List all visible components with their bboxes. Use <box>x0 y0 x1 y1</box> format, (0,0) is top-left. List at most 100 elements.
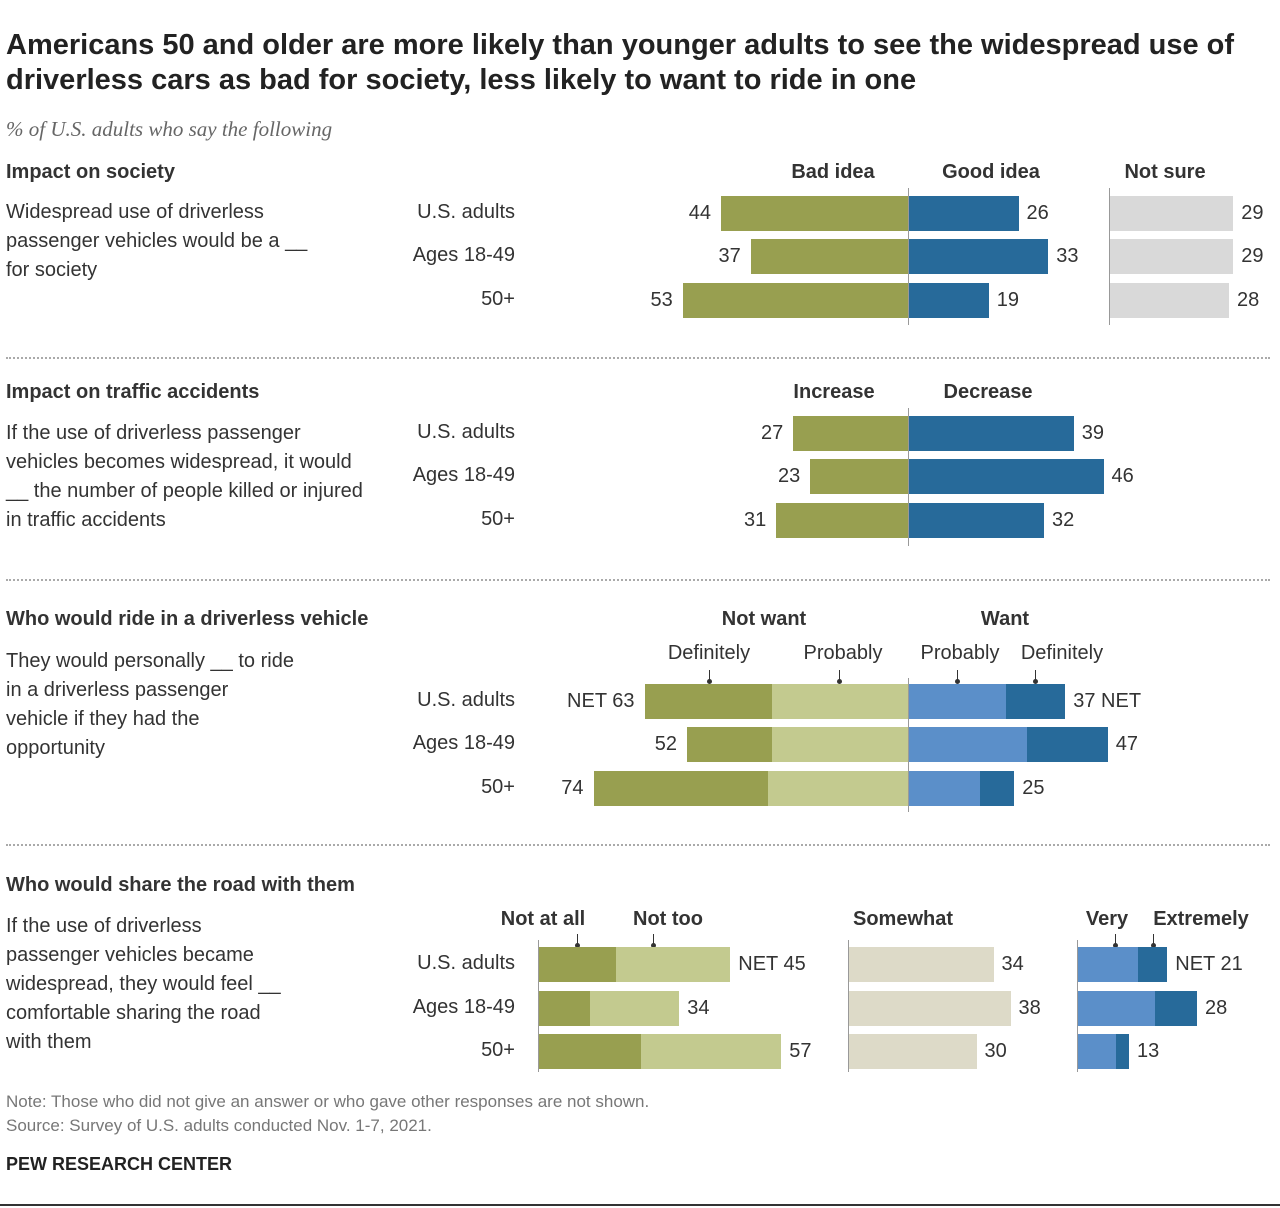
bad-idea-bar <box>721 196 908 231</box>
not-sure-value-label: 29 <box>1241 245 1264 267</box>
pointer-tick <box>955 670 960 684</box>
row-label: U.S. adults <box>417 689 515 711</box>
header-decrease: Decrease <box>943 381 1033 403</box>
comfortable-bar <box>1078 991 1155 1026</box>
want-value-label: 47 <box>1115 733 1138 755</box>
not-want-value-label: NET 63 <box>567 690 635 712</box>
row-label: U.S. adults <box>417 421 515 443</box>
increase-value-label: 31 <box>744 509 767 531</box>
panel-heading-society: Impact on society <box>6 161 175 183</box>
row-label: U.S. adults <box>417 201 515 223</box>
not-comfortable-bar <box>615 947 731 982</box>
bad-idea-bar <box>750 239 908 274</box>
row-label: Ages 18-49 <box>412 732 515 754</box>
decrease-value-label: 32 <box>1052 509 1075 531</box>
brand-logo: PEW RESEARCH CENTER <box>6 1154 233 1174</box>
good-idea-bar <box>908 239 1049 274</box>
want-value-label: 37 NET <box>1073 690 1142 712</box>
not-comfortable-bar <box>641 1034 782 1069</box>
want-bar <box>1005 684 1066 719</box>
not-want-bar <box>593 771 768 806</box>
axis-line <box>908 188 909 325</box>
pointer-tick <box>1151 934 1156 948</box>
not-want-bar <box>687 727 772 762</box>
axis-line <box>538 940 539 1072</box>
comfortable-bar <box>1116 1034 1129 1069</box>
row-label: 50+ <box>481 1039 515 1061</box>
not-want-bar <box>772 684 908 719</box>
want-bar <box>908 727 1027 762</box>
comfortable-value-label: NET 21 <box>1175 953 1243 975</box>
axis-line <box>848 940 849 1072</box>
pointer-tick <box>651 934 656 948</box>
panel-description-traffic: If the use of driverless passenger vehic… <box>6 422 363 531</box>
not-comfortable-value-label: 57 <box>789 1040 812 1062</box>
not-sure-value-label: 29 <box>1241 202 1264 224</box>
comfortable-bar <box>1078 947 1138 982</box>
chart-subtitle: % of U.S. adults who say the following <box>6 117 333 141</box>
pointer-tick <box>837 670 842 684</box>
want-value-label: 25 <box>1022 777 1045 799</box>
not-comfortable-value-label: NET 45 <box>738 953 806 975</box>
decrease-bar <box>908 503 1044 538</box>
chart-title: Americans 50 and older are more likely t… <box>6 29 1235 96</box>
row-label: 50+ <box>481 288 515 310</box>
axis-line <box>908 408 909 546</box>
panel-description-ride: They would personally __ to ride in a dr… <box>6 650 294 759</box>
comfortable-bar <box>1137 947 1168 982</box>
pointer-tick <box>707 670 712 684</box>
header-bad-idea: Bad idea <box>791 161 875 183</box>
header-extremely: Extremely <box>1153 908 1249 930</box>
panel-heading-traffic: Impact on traffic accidents <box>6 381 260 403</box>
axis-line <box>1109 188 1110 325</box>
row-label: U.S. adults <box>417 952 515 974</box>
increase-bar <box>776 503 908 538</box>
not-want-bar <box>767 771 908 806</box>
row-label: Ages 18-49 <box>412 996 515 1018</box>
decrease-bar <box>908 459 1104 494</box>
increase-value-label: 27 <box>761 422 784 444</box>
somewhat-value-label: 30 <box>984 1040 1007 1062</box>
not-comfortable-bar <box>539 1034 641 1069</box>
header-very: Very <box>1085 908 1129 930</box>
panel-description-society: Widespread use of driverless passenger v… <box>6 201 308 281</box>
want-bar <box>1027 727 1108 762</box>
header-increase: Increase <box>793 381 875 403</box>
good-idea-bar <box>908 283 989 318</box>
sublabel-definitely-not: Definitely <box>667 642 751 664</box>
not-sure-bar <box>1110 239 1234 274</box>
divider <box>6 844 1270 846</box>
somewhat-value-label: 34 <box>1001 953 1024 975</box>
comfortable-value-label: 28 <box>1205 997 1228 1019</box>
sublabel-definitely: Definitely <box>1020 642 1104 664</box>
header-not-sure: Not sure <box>1124 161 1206 183</box>
bad-idea-value-label: 37 <box>718 245 741 267</box>
row-label: Ages 18-49 <box>412 464 515 486</box>
pointer-tick <box>575 934 580 948</box>
pointer-tick <box>1033 670 1038 684</box>
sublabel-probably-not: Probably <box>803 642 883 664</box>
source: Source: Survey of U.S. adults conducted … <box>6 1116 432 1135</box>
panel-heading-share-road: Who would share the road with them <box>6 874 355 896</box>
decrease-value-label: 39 <box>1081 422 1104 444</box>
not-comfortable-value-label: 34 <box>687 997 710 1019</box>
good-idea-value-label: 33 <box>1056 245 1079 267</box>
want-bar <box>908 771 981 806</box>
sublabel-probably: Probably <box>920 642 1000 664</box>
header-not-too: Not too <box>633 908 703 930</box>
increase-value-label: 23 <box>778 465 801 487</box>
not-sure-bar <box>1110 196 1234 231</box>
somewhat-bar <box>849 947 994 982</box>
want-bar <box>908 684 1006 719</box>
header-not-at-all: Not at all <box>500 908 586 930</box>
good-idea-value-label: 19 <box>996 289 1019 311</box>
somewhat-bar <box>849 1034 977 1069</box>
somewhat-bar <box>849 991 1011 1026</box>
axis-line <box>908 678 909 812</box>
increase-bar <box>793 416 908 451</box>
not-comfortable-bar <box>539 991 590 1026</box>
header-good-idea: Good idea <box>942 161 1040 183</box>
divider <box>6 357 1270 359</box>
not-want-bar <box>644 684 772 719</box>
